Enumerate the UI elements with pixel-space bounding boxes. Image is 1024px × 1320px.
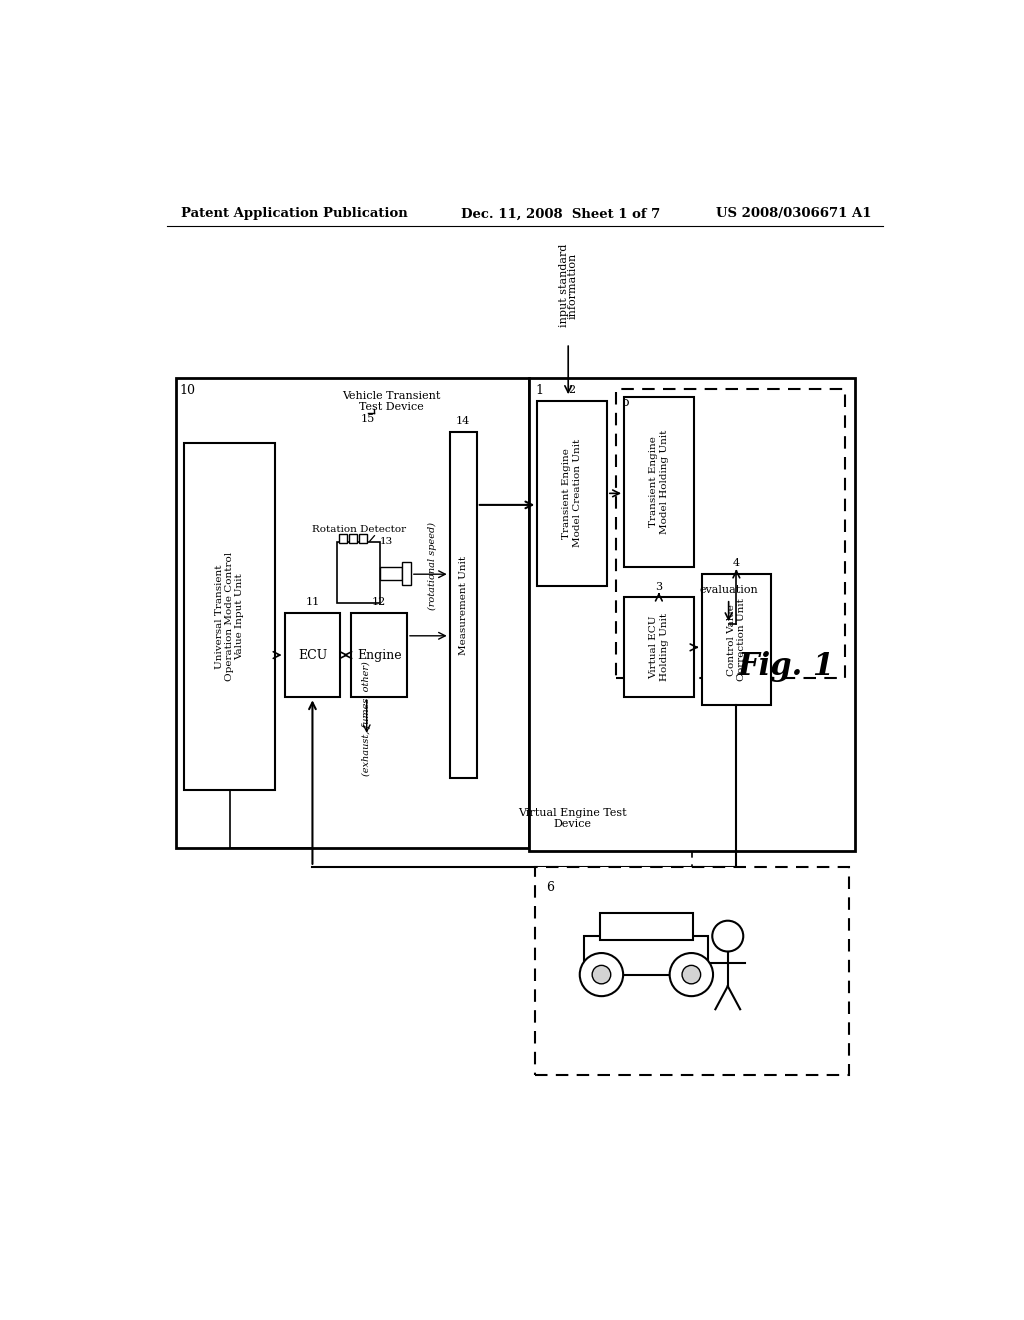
Bar	[401, 562, 411, 585]
Bar	[285, 612, 340, 697]
Text: Virtual Engine Test: Virtual Engine Test	[518, 808, 627, 818]
Bar	[351, 612, 407, 697]
Text: Rotation Detector: Rotation Detector	[312, 525, 406, 533]
Text: 10: 10	[180, 384, 196, 397]
Text: Dec. 11, 2008  Sheet 1 of 7: Dec. 11, 2008 Sheet 1 of 7	[461, 207, 660, 220]
Bar	[359, 535, 367, 544]
Bar	[349, 535, 356, 544]
Text: 5: 5	[623, 396, 631, 409]
Bar	[535, 867, 849, 1074]
Text: 15: 15	[360, 414, 375, 424]
Circle shape	[682, 965, 700, 983]
Bar	[450, 432, 477, 779]
Bar	[183, 444, 275, 789]
Bar	[176, 378, 528, 847]
Bar	[624, 397, 693, 566]
Text: (rotational speed): (rotational speed)	[428, 523, 437, 610]
Text: 14: 14	[456, 416, 470, 426]
Text: 13: 13	[380, 537, 393, 546]
Text: Fig. 1: Fig. 1	[738, 651, 836, 682]
Circle shape	[592, 965, 610, 983]
Text: Control Value
Correction Unit: Control Value Correction Unit	[727, 598, 746, 681]
Bar	[337, 541, 380, 603]
Text: Universal Transient
Operation Mode Control
Value Input Unit: Universal Transient Operation Mode Contr…	[215, 552, 245, 681]
Text: Patent Application Publication: Patent Application Publication	[180, 207, 408, 220]
Bar	[585, 936, 709, 974]
Bar	[538, 401, 607, 586]
Text: 4: 4	[733, 558, 740, 569]
Text: information: information	[568, 252, 578, 318]
Text: Device: Device	[553, 820, 591, 829]
Text: Virtual ECU
Holding Unit: Virtual ECU Holding Unit	[649, 614, 669, 681]
Text: Transient Engine
Model Creation Unit: Transient Engine Model Creation Unit	[562, 440, 582, 548]
Text: Vehicle Transient: Vehicle Transient	[342, 391, 440, 401]
Text: 11: 11	[305, 597, 319, 607]
Bar	[380, 566, 401, 581]
Text: 6: 6	[547, 880, 555, 894]
Text: Transient Engine
Model Holding Unit: Transient Engine Model Holding Unit	[649, 429, 669, 535]
Text: 1: 1	[536, 384, 544, 397]
Text: Test Device: Test Device	[359, 401, 424, 412]
Circle shape	[580, 953, 624, 997]
Circle shape	[670, 953, 713, 997]
Text: ECU: ECU	[298, 648, 327, 661]
Bar	[529, 378, 855, 851]
Circle shape	[713, 921, 743, 952]
Bar	[339, 535, 346, 544]
Text: 2: 2	[568, 385, 575, 395]
Text: US 2008/0306671 A1: US 2008/0306671 A1	[717, 207, 872, 220]
Text: (exhaust, fumes, other): (exhaust, fumes, other)	[362, 661, 372, 776]
Text: input standard: input standard	[558, 244, 568, 327]
Text: 12: 12	[372, 597, 386, 607]
Bar	[624, 597, 693, 697]
Text: evaluation: evaluation	[699, 585, 758, 594]
Text: Engine: Engine	[356, 648, 401, 661]
Text: 3: 3	[655, 582, 663, 591]
Text: Measurement Unit: Measurement Unit	[459, 556, 468, 655]
Bar	[600, 913, 693, 940]
Bar	[701, 574, 771, 705]
Bar	[616, 389, 845, 678]
